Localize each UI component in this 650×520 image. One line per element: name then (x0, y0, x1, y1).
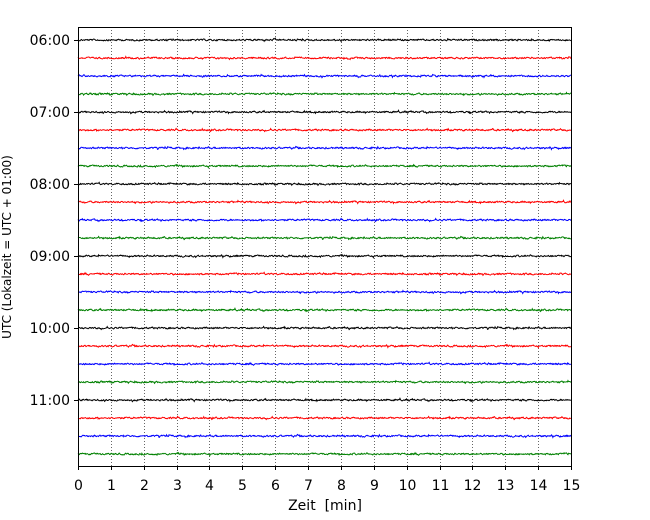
trace-0845 (77, 235, 572, 241)
x-tick-label-9: 9 (370, 478, 379, 494)
trace-1115 (77, 415, 572, 421)
trace-0715 (78, 127, 572, 133)
trace-0600 (77, 37, 572, 43)
trace-1130 (77, 433, 572, 439)
trace-1000 (77, 325, 572, 331)
x-tick-label-7: 7 (304, 478, 313, 494)
trace-0700 (77, 109, 572, 115)
trace-0630 (77, 73, 572, 79)
y-axis-ticks: 06:00 07:00 08:00 09:00 10:00 11:00 (30, 33, 78, 409)
trace-1145 (77, 451, 572, 457)
traces (77, 37, 572, 457)
x-tick-label-10: 10 (399, 478, 417, 494)
y-tick-label-1100: 11:00 (30, 393, 70, 409)
y-tick-label-1000: 10:00 (30, 321, 70, 337)
x-tick-label-11: 11 (432, 478, 450, 494)
x-tick-label-6: 6 (271, 478, 280, 494)
x-tick-label-1: 1 (107, 478, 116, 494)
y-tick-label-0900: 09:00 (30, 249, 70, 265)
x-tick-label-4: 4 (205, 478, 214, 494)
trace-1015 (77, 343, 572, 349)
y-tick-label-0700: 07:00 (30, 105, 70, 121)
trace-0745 (77, 163, 572, 169)
trace-0915 (77, 271, 572, 277)
x-tick-label-15: 15 (563, 478, 581, 494)
trace-0800 (77, 181, 572, 187)
plot-frame (78, 27, 572, 467)
trace-0815 (77, 199, 572, 205)
trace-1100 (77, 397, 572, 403)
trace-0830 (77, 217, 572, 223)
y-tick-label-0800: 08:00 (30, 177, 70, 193)
y-tick-label-0600: 06:00 (30, 33, 70, 49)
x-tick-label-13: 13 (497, 478, 515, 494)
trace-0645 (77, 91, 572, 97)
trace-1030 (77, 361, 572, 367)
trace-0730 (77, 145, 572, 151)
y-axis-label: UTC (Lokalzeit = UTC + 01:00) (0, 155, 14, 339)
x-tick-label-0: 0 (74, 478, 83, 494)
x-grid-lines (111, 27, 539, 466)
x-tick-label-5: 5 (238, 478, 247, 494)
x-tick-label-8: 8 (337, 478, 346, 494)
trace-0900 (77, 253, 572, 259)
trace-1045 (77, 379, 572, 385)
trace-0945 (77, 307, 572, 313)
x-tick-label-3: 3 (173, 478, 182, 494)
x-axis-label: Zeit [min] (288, 498, 362, 514)
x-tick-label-12: 12 (464, 478, 482, 494)
trace-0615 (77, 55, 572, 61)
x-tick-label-2: 2 (140, 478, 149, 494)
trace-0930 (77, 289, 572, 295)
x-tick-label-14: 14 (530, 478, 548, 494)
x-axis-ticks: 0 1 2 3 4 5 6 7 8 9 10 11 12 13 14 15 (74, 466, 580, 494)
